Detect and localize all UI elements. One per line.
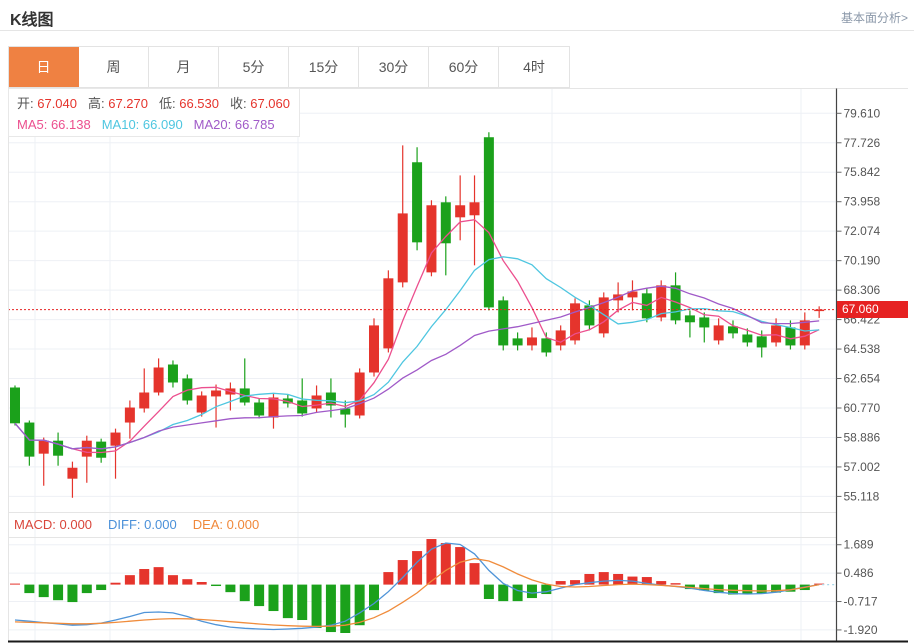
ohlc-legend: 开: 67.040 高: 67.270 低: 66.530 收: 67.060 MA5… [8, 88, 300, 137]
tab-日[interactable]: 日 [9, 47, 79, 87]
axis-tick-label: 68.306 [844, 283, 881, 297]
current-price-badge: 67.060 [837, 301, 908, 318]
tab-15分[interactable]: 15分 [289, 47, 359, 87]
macd-lines [14, 542, 837, 631]
axis-tick-label: 62.654 [844, 372, 881, 386]
ma20-line [14, 285, 820, 450]
tab-周[interactable]: 周 [79, 47, 149, 87]
candles [10, 132, 825, 498]
ohlc-item: 低: 66.530 [159, 96, 219, 111]
tab-月[interactable]: 月 [149, 47, 219, 87]
axis-tick-label: -1.920 [844, 623, 878, 637]
ma-item: MA10: 66.090 [101, 117, 183, 132]
tab-5分[interactable]: 5分 [219, 47, 289, 87]
y-axis-ticks: 79.610 77.726 75.842 73.958 72.074 70.190 68.3… [836, 106, 881, 637]
ma-row: MA5: 66.138 MA10: 66.090 MA20: 66.785 [17, 114, 291, 135]
axis-tick-label: 77.726 [844, 136, 881, 150]
axis-tick-label: 70.190 [844, 254, 881, 268]
interval-tabs: 日周月 5分 15分 30分 60分 4时 [8, 46, 570, 88]
ma-item: MA20: 66.785 [193, 117, 275, 132]
ohlc-item: 开: 67.040 [17, 96, 77, 111]
fundamental-analysis-link[interactable]: 基本面分析> [840, 11, 908, 25]
axis-tick-label: 72.074 [844, 224, 881, 238]
macd-item: DEA: 0.000 [192, 517, 260, 532]
tab-30分[interactable]: 30分 [359, 47, 429, 87]
ohlc-item: 收: 67.060 [230, 96, 290, 111]
tab-60分[interactable]: 60分 [429, 47, 499, 87]
axis-tick-label: -0.717 [844, 595, 878, 609]
macd-legend: MACD: 0.000 DIFF: 0.000 DEA: 0.000 [14, 515, 275, 535]
axis-tick-label: 60.770 [844, 401, 881, 415]
ma-item: MA5: 66.138 [17, 117, 91, 132]
ohlc-row: 开: 67.040 高: 67.270 低: 66.530 收: 67.060 [17, 93, 291, 114]
grid-lines [8, 88, 837, 642]
axis-tick-label: 73.958 [844, 195, 881, 209]
axis-tick-label: 57.002 [844, 460, 881, 474]
axis-tick-label: 0.486 [844, 566, 874, 580]
page-title: K线图 [10, 12, 54, 29]
axis-tick-label: 79.610 [844, 106, 881, 120]
axis-tick-label: 58.886 [844, 430, 881, 444]
page-header: K线图 基本面分析> [0, 0, 914, 31]
axis-tick-label: 75.842 [844, 165, 881, 179]
macd-item: DIFF: 0.000 [108, 517, 177, 532]
ohlc-item: 高: 67.270 [88, 96, 148, 111]
dea-line [14, 557, 820, 628]
macd-item: MACD: 0.000 [14, 517, 93, 532]
axis-tick-label: 64.538 [844, 342, 881, 356]
macd-histogram [10, 539, 825, 634]
axis-tick-label: 55.118 [844, 489, 880, 503]
tab-4时[interactable]: 4时 [499, 47, 569, 87]
ma5-line [14, 219, 820, 454]
axis-tick-label: 1.689 [844, 538, 874, 552]
